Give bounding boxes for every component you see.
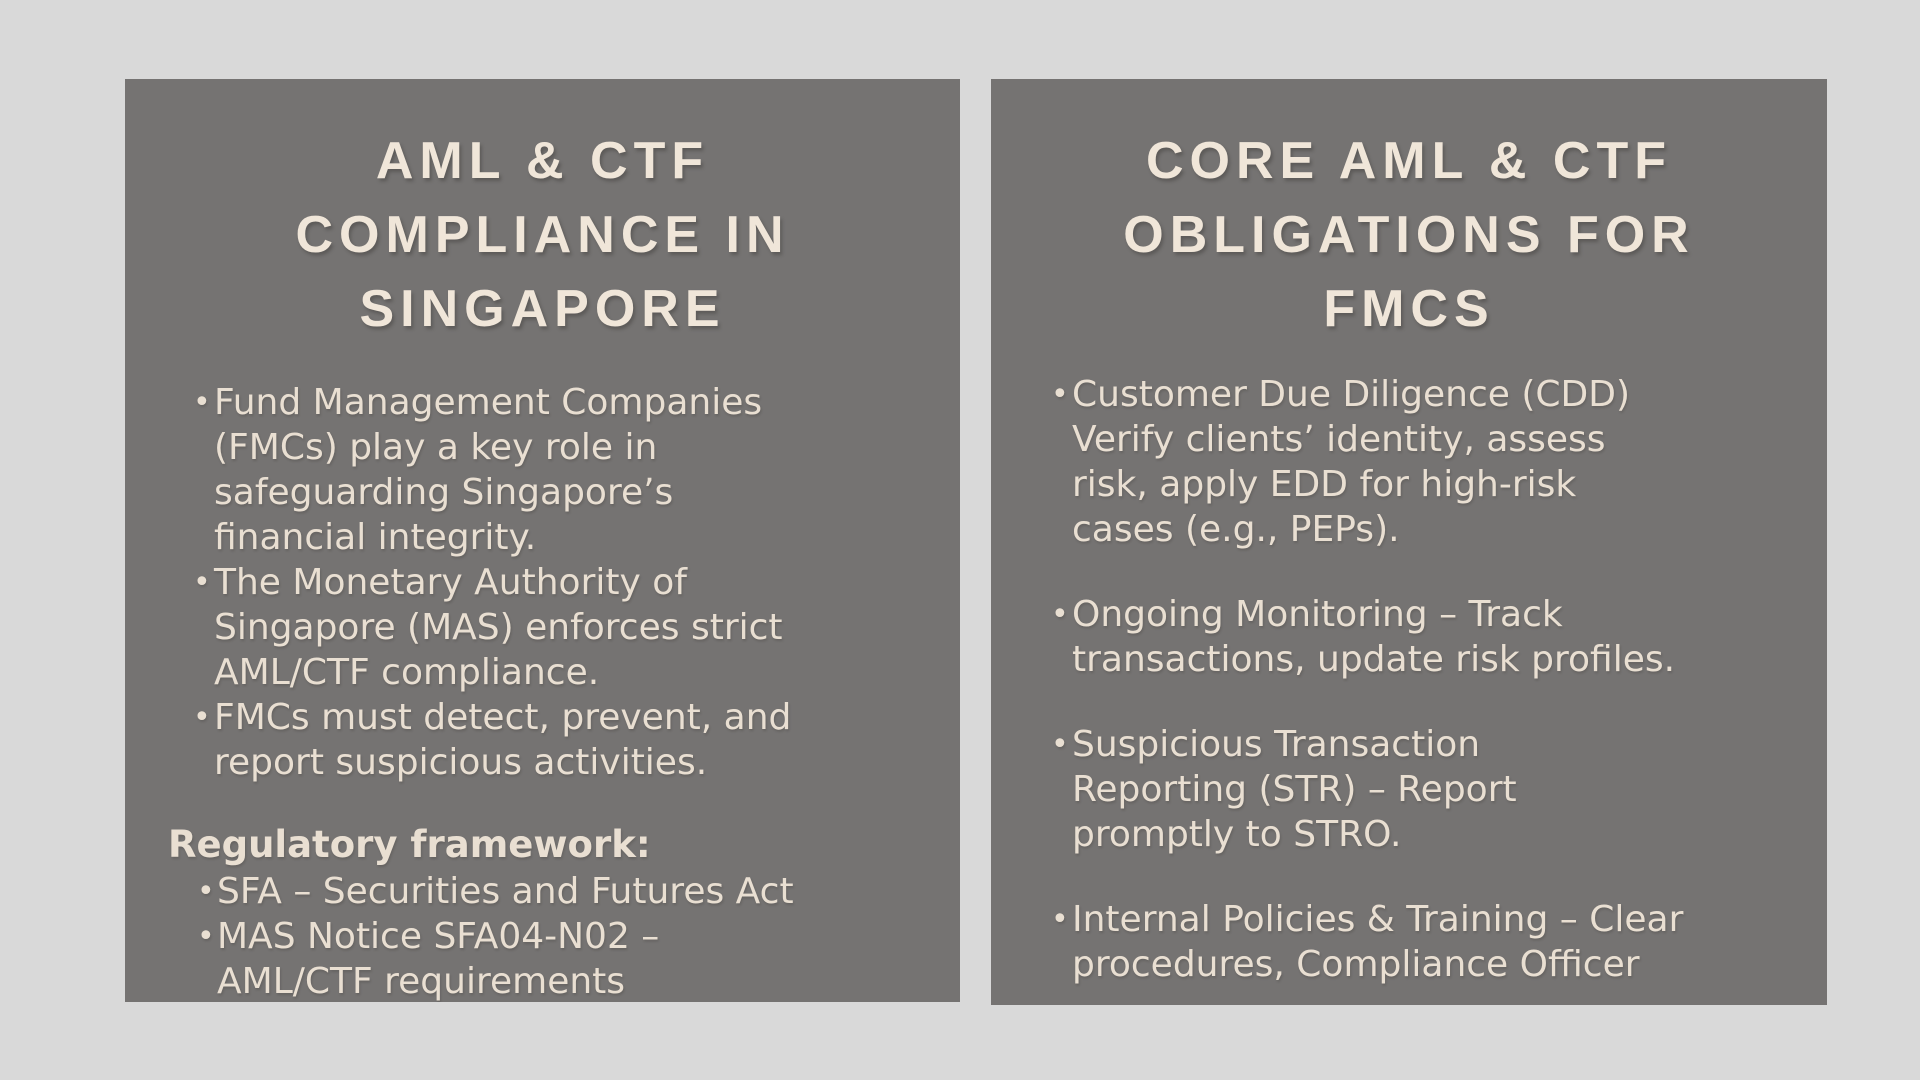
right-card: CORE AML & CTF OBLIGATIONS FOR FMCS Cust… <box>991 79 1827 1005</box>
bullet-text: Customer Due Diligence (CDD) Verify clie… <box>1072 374 1631 550</box>
left-card-bullet-list: Fund Management Companies (FMCs) play a … <box>125 380 960 785</box>
bullet-text: Suspicious Transaction Reporting (STR) –… <box>1072 724 1517 855</box>
bullet-text: The Monetary Authority of Singapore (MAS… <box>214 562 783 693</box>
left-card-title: AML & CTF COMPLIANCE IN SINGAPORE <box>295 132 790 338</box>
bullet-text: Internal Policies & Training – Clear pro… <box>1072 899 1684 985</box>
bullet-text: MAS Notice SFA04-N02 – AML/CTF requireme… <box>217 916 660 1002</box>
bullet-item: MAS Notice SFA04-N02 – AML/CTF requireme… <box>125 914 935 1002</box>
bullet-text: Fund Management Companies (FMCs) play a … <box>214 382 763 558</box>
bullet-item: SFA – Securities and Futures Act <box>125 869 935 914</box>
bullet-item: Suspicious Transaction Reporting (STR) –… <box>991 722 1815 857</box>
bullet-item: FMCs must detect, prevent, and report su… <box>125 695 935 785</box>
bullet-item: Fund Management Companies (FMCs) play a … <box>125 380 935 560</box>
bullet-item: Internal Policies & Training – Clear pro… <box>991 897 1815 987</box>
left-card: AML & CTF COMPLIANCE IN SINGAPORE Fund M… <box>125 79 960 1002</box>
regulatory-framework-list: SFA – Securities and Futures Act MAS Not… <box>125 869 960 1002</box>
bullet-text: SFA – Securities and Futures Act <box>217 871 794 912</box>
bullet-item: The Monetary Authority of Singapore (MAS… <box>125 560 935 695</box>
bullet-item: Ongoing Monitoring – Track transactions,… <box>991 592 1815 682</box>
regulatory-framework-heading: Regulatory framework: <box>168 823 651 866</box>
right-card-title: CORE AML & CTF OBLIGATIONS FOR FMCS <box>1123 132 1695 338</box>
right-card-bullet-list: Customer Due Diligence (CDD) Verify clie… <box>991 372 1827 987</box>
bullet-text: FMCs must detect, prevent, and report su… <box>214 697 792 783</box>
bullet-item: Customer Due Diligence (CDD) Verify clie… <box>991 372 1815 552</box>
bullet-text: Ongoing Monitoring – Track transactions,… <box>1072 594 1676 680</box>
